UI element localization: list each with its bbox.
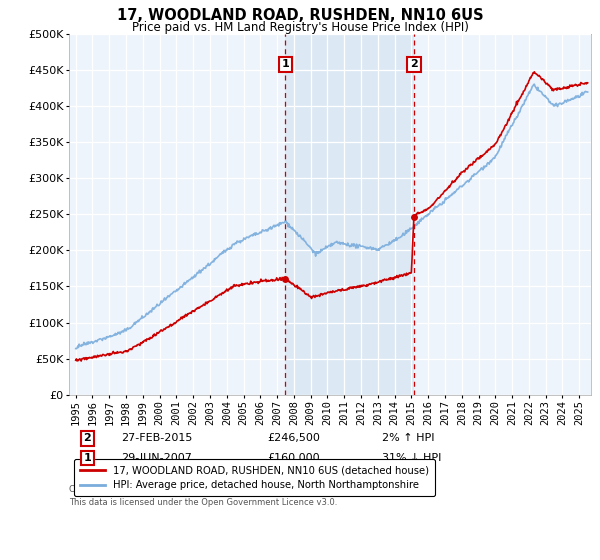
- Text: 27-FEB-2015: 27-FEB-2015: [121, 433, 193, 443]
- Text: 2% ↑ HPI: 2% ↑ HPI: [382, 433, 434, 443]
- Text: 1: 1: [281, 59, 289, 69]
- Text: This data is licensed under the Open Government Licence v3.0.: This data is licensed under the Open Gov…: [69, 498, 337, 507]
- Text: 17, WOODLAND ROAD, RUSHDEN, NN10 6US: 17, WOODLAND ROAD, RUSHDEN, NN10 6US: [116, 8, 484, 24]
- Text: 29-JUN-2007: 29-JUN-2007: [121, 453, 192, 463]
- Text: Contains HM Land Registry data © Crown copyright and database right 2025.: Contains HM Land Registry data © Crown c…: [69, 485, 395, 494]
- Legend: 17, WOODLAND ROAD, RUSHDEN, NN10 6US (detached house), HPI: Average price, detac: 17, WOODLAND ROAD, RUSHDEN, NN10 6US (de…: [74, 459, 435, 496]
- Text: £160,000: £160,000: [268, 453, 320, 463]
- Bar: [286, 34, 414, 395]
- Text: 31% ↓ HPI: 31% ↓ HPI: [382, 453, 442, 463]
- Text: 1: 1: [83, 453, 91, 463]
- Text: 2: 2: [410, 59, 418, 69]
- Text: £246,500: £246,500: [268, 433, 320, 443]
- Text: 2: 2: [83, 433, 91, 443]
- Text: Price paid vs. HM Land Registry's House Price Index (HPI): Price paid vs. HM Land Registry's House …: [131, 21, 469, 34]
